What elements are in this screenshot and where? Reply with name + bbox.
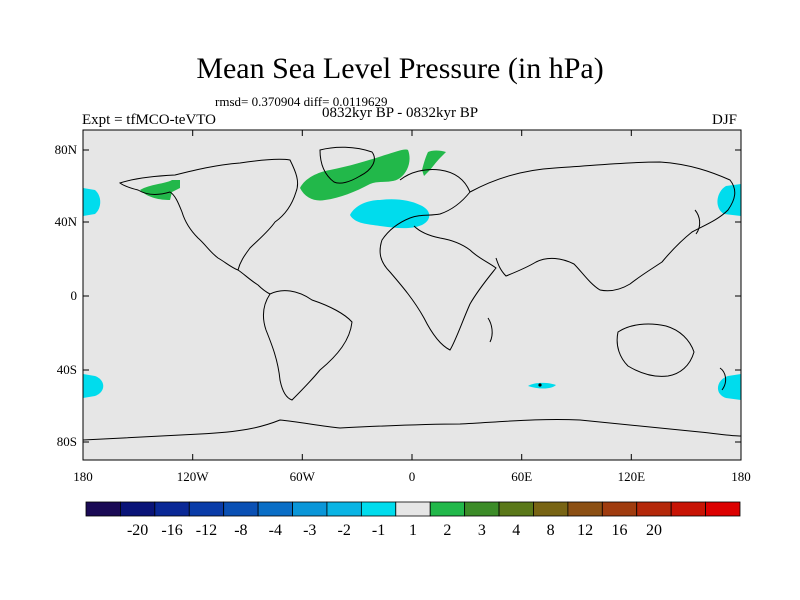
colorbar-swatch bbox=[360, 501, 397, 517]
negative-anomaly-west-pacific-edge bbox=[83, 188, 101, 216]
colorbar-label: 4 bbox=[512, 522, 520, 539]
lon-label: 60W bbox=[290, 469, 316, 484]
colorbar bbox=[85, 501, 741, 517]
coastline-north-america bbox=[118, 158, 299, 271]
lat-label: 40N bbox=[55, 214, 78, 229]
coastline-europe-africa bbox=[379, 169, 497, 351]
colorbar-swatch bbox=[705, 501, 741, 517]
colorbar-swatch bbox=[601, 501, 638, 517]
stats-text: rmsd= 0.370904 diff= 0.0119629 bbox=[215, 94, 388, 109]
colorbar-label: 3 bbox=[478, 522, 486, 539]
colorbar-label: 2 bbox=[443, 522, 451, 539]
coastline-new-zealand bbox=[719, 367, 727, 391]
experiment-label: Expt = tfMCO-teVTO bbox=[82, 112, 217, 128]
negative-anomaly-europe bbox=[350, 199, 430, 229]
negative-anomaly-southern-east bbox=[717, 374, 741, 400]
colorbar-label: 12 bbox=[577, 522, 593, 539]
colorbar-swatch bbox=[498, 501, 534, 517]
colorbar-label: -12 bbox=[196, 522, 217, 539]
colorbar-label: 8 bbox=[547, 522, 555, 539]
colorbar-label: -3 bbox=[303, 522, 316, 539]
coastline-greenland bbox=[319, 146, 375, 184]
coastline-madagascar bbox=[487, 317, 493, 343]
colorbar-label: 20 bbox=[646, 522, 662, 539]
colorbar-labels: -20 -16 -12 -8 -4 -3 -2 -1 1 2 3 4 8 12 16 20 bbox=[127, 522, 662, 539]
longitude-axis: 180 120W 60W 0 60E 120E 180 bbox=[73, 130, 751, 484]
coastline-south-america bbox=[262, 290, 353, 401]
lon-label: 0 bbox=[409, 469, 416, 484]
colorbar-swatch bbox=[636, 501, 672, 517]
lat-label: 0 bbox=[71, 288, 78, 303]
colorbar-swatch bbox=[223, 501, 259, 517]
coastline-australia bbox=[616, 323, 695, 377]
lon-label: 180 bbox=[731, 469, 751, 484]
lon-label: 180 bbox=[73, 469, 93, 484]
colorbar-swatch bbox=[292, 501, 328, 517]
lon-label: 120E bbox=[618, 469, 646, 484]
colorbar-swatch bbox=[154, 501, 190, 517]
positive-anomaly-north-atlantic bbox=[300, 149, 410, 201]
colorbar-swatch bbox=[257, 501, 293, 517]
colorbar-label: 1 bbox=[409, 522, 417, 539]
lat-label: 80N bbox=[55, 142, 78, 157]
colorbar-label: 16 bbox=[612, 522, 628, 539]
colorbar-swatch bbox=[395, 501, 431, 517]
colorbar-label: -16 bbox=[161, 522, 182, 539]
colorbar-label: -2 bbox=[337, 522, 350, 539]
colorbar-swatch bbox=[464, 501, 500, 517]
colorbar-swatch bbox=[567, 501, 603, 517]
colorbar-swatch bbox=[533, 501, 569, 517]
positive-anomaly-alaska bbox=[140, 180, 180, 200]
map-background bbox=[83, 130, 741, 460]
colorbar-swatch bbox=[120, 501, 156, 517]
chart-title: Mean Sea Level Pressure (in hPa) bbox=[196, 52, 604, 85]
coastline-central-america bbox=[237, 269, 271, 295]
colorbar-swatch bbox=[85, 501, 121, 517]
coastline-japan bbox=[694, 209, 701, 235]
coastline-layer bbox=[82, 146, 742, 441]
coastline-antarctica bbox=[82, 418, 742, 441]
colorbar-label: -8 bbox=[234, 522, 247, 539]
lat-label: 80S bbox=[57, 434, 77, 449]
coastline-asia bbox=[469, 161, 736, 292]
island-dot bbox=[538, 383, 542, 387]
period-text: 0832kyr BP - 0832kyr BP bbox=[322, 105, 479, 121]
lon-label: 60E bbox=[511, 469, 532, 484]
latitude-axis: 80N 40N 0 40S 80S bbox=[55, 142, 741, 449]
colorbar-swatch bbox=[188, 501, 225, 517]
colorbar-swatch bbox=[670, 501, 706, 517]
negative-anomaly-southern-indian bbox=[528, 382, 556, 389]
colorbar-swatch bbox=[429, 501, 466, 517]
season-label: DJF bbox=[712, 112, 738, 128]
colorbar-label: -1 bbox=[372, 522, 385, 539]
lat-label: 40S bbox=[57, 362, 77, 377]
lon-label: 120W bbox=[177, 469, 210, 484]
colorbar-swatch bbox=[326, 501, 362, 517]
colorbar-label: -4 bbox=[269, 522, 282, 539]
colorbar-label: -20 bbox=[127, 522, 148, 539]
negative-anomaly-southern-west bbox=[83, 374, 104, 398]
